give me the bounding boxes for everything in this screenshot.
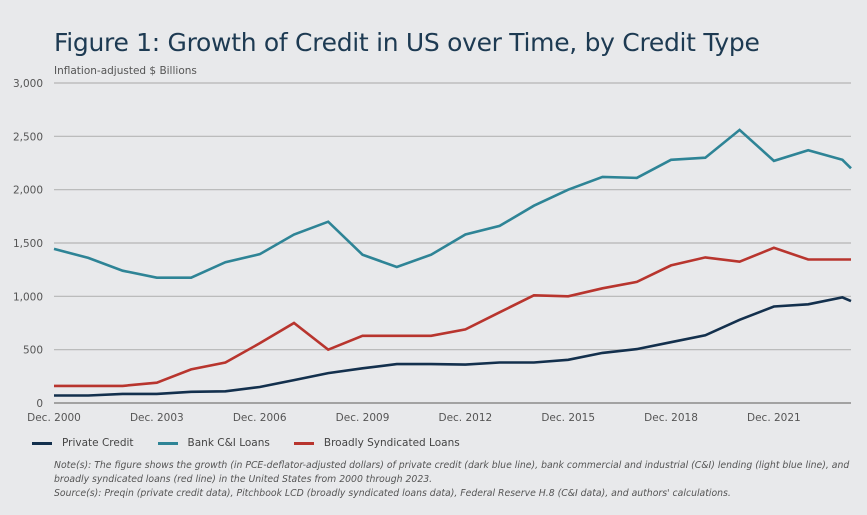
y-tick-label: 2,500 [13,131,43,143]
x-tick-label: Dec. 2021 [747,412,801,424]
series-line-broadly-syndicated-loans [54,246,851,388]
legend-swatch-broadly-syndicated-loans [293,441,314,445]
legend: Private Credit Bank C&I Loans Broadly Sy… [32,437,460,449]
x-tick-label: Dec. 2000 [27,412,81,424]
x-tick-label: Dec. 2018 [644,412,698,424]
figure-notes: Note(s): The figure shows the growth (in… [54,459,854,501]
note-text: Note(s): The figure shows the growth (in… [54,460,850,485]
legend-swatch-private-credit [32,441,52,445]
y-tick-label: 0 [36,398,43,410]
x-tick-label: Dec. 2015 [541,412,595,424]
y-axis-label: Inflation-adjusted $ Billions [54,65,197,77]
legend-label: Broadly Syndicated Loans [323,437,460,449]
legend-item-private-credit[interactable]: Private Credit [32,437,134,449]
x-tick-label: Dec. 2012 [438,412,492,424]
gridlines [54,82,851,404]
x-tick-labels: Dec. 2000 Dec. 2003 Dec. 2006 Dec. 2009 Dec.… [27,412,801,424]
x-tick-label: Dec. 2006 [233,412,287,424]
series-lines [53,128,852,397]
y-tick-label: 1,500 [13,238,43,250]
y-tick-labels: 0 500 1,000 1,500 2,000 2,500 3,000 [13,78,43,410]
y-tick-label: 3,000 [13,78,43,90]
source-text: Source(s): Preqin (private credit data),… [54,488,731,499]
legend-swatch-bank-ci-loans [157,441,178,445]
chart-title: Figure 1: Growth of Credit in US over Ti… [54,28,760,57]
legend-item-bank-ci-loans[interactable]: Bank C&I Loans [157,437,270,449]
legend-item-broadly-syndicated-loans[interactable]: Broadly Syndicated Loans [293,437,460,449]
x-tick-label: Dec. 2003 [130,412,184,424]
x-tick-label: Dec. 2009 [336,412,390,424]
legend-label: Private Credit [62,437,134,449]
y-tick-label: 2,000 [13,185,43,197]
series-line-bank-c-i-loans [53,128,852,280]
y-tick-label: 1,000 [13,291,43,303]
legend-label: Bank C&I Loans [187,437,270,449]
series-line-private-credit [54,296,852,397]
y-tick-label: 500 [23,345,43,357]
